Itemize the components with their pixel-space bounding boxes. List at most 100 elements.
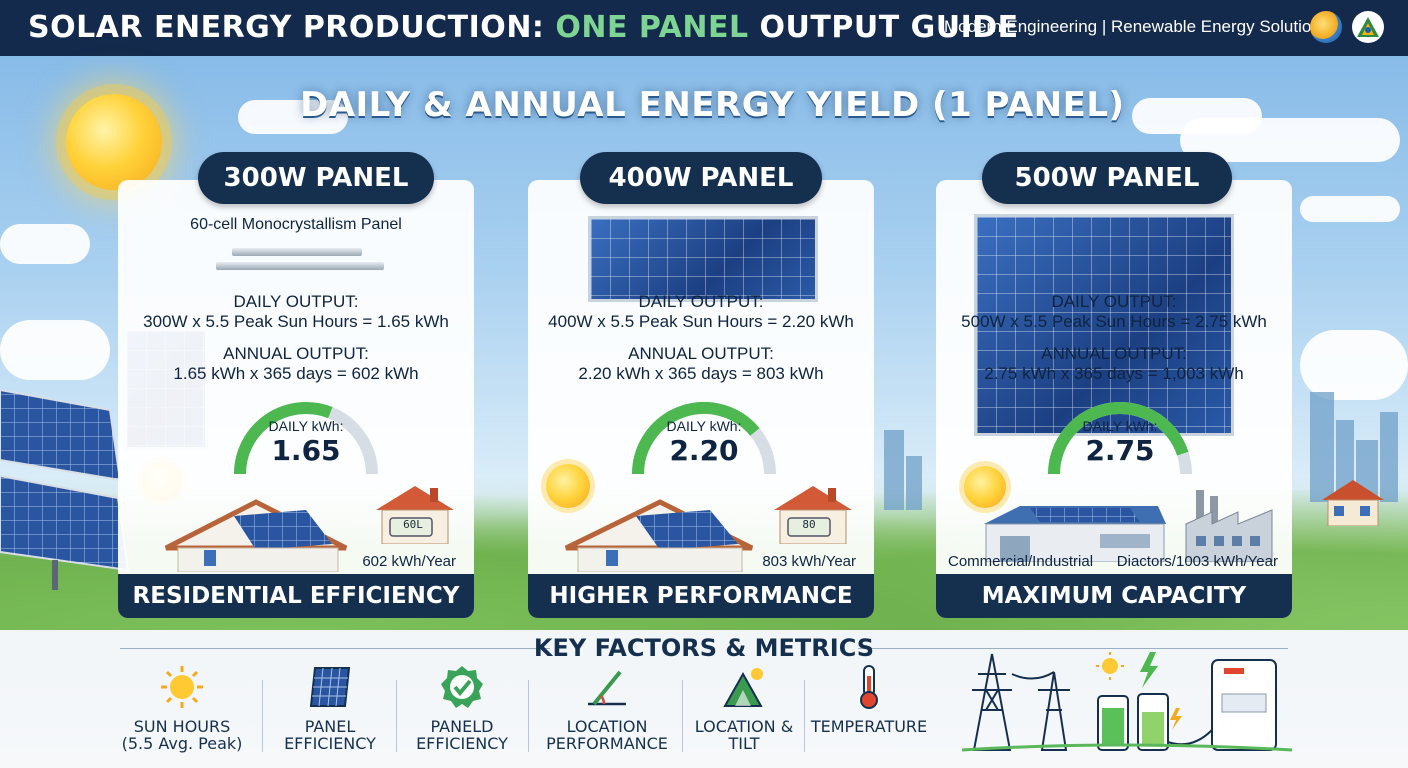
meter-readout: 80 <box>802 518 816 531</box>
daily-output-formula: 500W x 5.5 Peak Sun Hours = 2.75 kWh <box>961 312 1267 331</box>
vertical-divider <box>804 680 805 752</box>
solar-panel-icon <box>307 664 353 710</box>
building <box>906 456 922 510</box>
triangle-logo-icon <box>1352 11 1384 43</box>
thermometer-icon <box>846 664 892 710</box>
title-highlight: ONE PANEL <box>555 10 749 45</box>
sun-icon <box>964 466 1006 508</box>
cloud <box>238 100 348 134</box>
power-grid-battery-inverter-illustration <box>962 652 1292 752</box>
house-solar-roof-illustration <box>564 499 754 572</box>
large-solar-panel-illustration <box>974 214 1234 436</box>
card-500w: DAILY OUTPUT: 500W x 5.5 Peak Sun Hours … <box>936 180 1292 618</box>
factor-label: TEMPERATURE <box>810 717 928 736</box>
annual-output-formula: 2.75 kWh x 365 days = 1,003 kWh <box>984 364 1244 383</box>
gauge-arc <box>632 402 776 475</box>
cloud <box>0 224 90 264</box>
mountain-sun-icon <box>721 664 767 710</box>
daily-kwh-gauge: DAILY kWh: 2.20 <box>624 394 784 478</box>
card-300w: 60-cell Monocrystallism Panel DAILY OUTP… <box>118 180 474 618</box>
factor-location-tilt: LOCATION & TILT <box>688 664 800 764</box>
annual-output-formula: 2.20 kWh x 365 days = 803 kWh <box>578 364 824 383</box>
card-400w: DAILY OUTPUT: 400W x 5.5 Peak Sun Hours … <box>528 180 874 618</box>
vertical-divider <box>528 680 529 752</box>
title-part-2: OUTPUT GUIDE <box>748 10 1019 45</box>
daily-kwh-gauge: DAILY kWh: 2.75 <box>1040 394 1200 478</box>
cloud <box>1300 330 1408 400</box>
house-meter-illustration <box>774 486 852 544</box>
meter-readout: 60L <box>403 518 423 531</box>
factor-label: PANELD EFFICIENCY <box>416 717 508 753</box>
page-title: SOLAR ENERGY PRODUCTION: ONE PANEL OUTPU… <box>28 6 1019 50</box>
sun-icon <box>159 664 205 710</box>
factor-location-performance: LOCATION PERFORMANCE <box>538 664 676 764</box>
solar-panel-illustration <box>588 216 818 302</box>
header-bar: SOLAR ENERGY PRODUCTION: ONE PANEL OUTPU… <box>0 0 1408 56</box>
annual-output-formula: 1.65 kWh x 365 days = 602 kWh <box>173 364 419 383</box>
card-title: 300W PANEL <box>198 152 434 204</box>
gauge-value: 2.20 <box>669 434 739 467</box>
card-footer: RESIDENTIAL EFFICIENCY <box>118 574 474 618</box>
gauge-label: DAILY kWh: <box>666 418 742 434</box>
mounting-rail <box>216 262 384 270</box>
mounting-rail <box>232 248 362 256</box>
divider-line <box>858 648 1288 649</box>
commercial-building-illustration <box>984 506 1166 562</box>
daily-output-label: DAILY OUTPUT: <box>1051 292 1177 311</box>
big-sun-illustration <box>66 94 162 190</box>
annual-output-label: ANNUAL OUTPUT: <box>1041 344 1187 363</box>
factor-temperature: TEMPERATURE <box>810 664 928 764</box>
house-solar-roof-illustration <box>164 499 348 572</box>
factor-sun-hours: SUN HOURS (5.5 Avg. Peak) <box>120 664 244 764</box>
cloud <box>0 320 110 380</box>
daily-output-formula: 300W x 5.5 Peak Sun Hours = 1.65 kWh <box>143 312 449 331</box>
annual-output-label: ANNUAL OUTPUT: <box>628 344 774 363</box>
solar-array-illustration <box>0 388 130 590</box>
section-heading: DAILY & ANNUAL ENERGY YIELD (1 PANEL) <box>300 85 1125 125</box>
daily-output-label: DAILY OUTPUT: <box>233 292 359 311</box>
card-title: 500W PANEL <box>982 152 1232 204</box>
company-tagline: Modern Engineering | Renewable Energy So… <box>944 17 1330 36</box>
factory-illustration <box>1185 490 1273 562</box>
title-part-1: SOLAR ENERGY PRODUCTION: <box>28 10 556 45</box>
house-meter-illustration <box>376 486 454 544</box>
check-badge-icon <box>439 664 485 710</box>
sector-note: Commercial/Industrial <box>948 553 1094 570</box>
gauge-arc <box>1048 402 1192 475</box>
factor-label: SUN HOURS (5.5 Avg. Peak) <box>121 717 243 753</box>
vertical-divider <box>262 680 263 752</box>
yearly-output-note: 803 kWh/Year <box>762 553 856 570</box>
divider-line <box>120 648 550 649</box>
gauge-value: 1.65 <box>271 434 341 467</box>
tilt-angle-icon <box>584 664 630 710</box>
factor-paneld-efficiency: PANELD EFFICIENCY <box>404 664 520 764</box>
yearly-output-note: Diactors/1003 kWh/Year <box>1116 553 1278 570</box>
gauge-label: DAILY kWh: <box>268 418 344 434</box>
card-footer: MAXIMUM CAPACITY <box>936 574 1292 618</box>
factor-label: LOCATION PERFORMANCE <box>546 717 668 753</box>
building <box>884 430 904 510</box>
card-footer: HIGHER PERFORMANCE <box>528 574 874 618</box>
sun-icon <box>546 464 590 508</box>
daily-output-label: DAILY OUTPUT: <box>638 292 764 311</box>
vertical-divider <box>396 680 397 752</box>
daily-kwh-gauge: DAILY kWh: 1.65 <box>226 394 386 478</box>
gauge-label: DAILY kWh: <box>1082 418 1158 434</box>
building <box>1336 420 1354 502</box>
factor-panel-efficiency: PANEL EFFICIENCY <box>270 664 390 764</box>
gauge-value: 2.75 <box>1085 434 1155 467</box>
key-factors-title: KEY FACTORS & METRICS <box>533 634 875 662</box>
solar-logo-icon <box>1310 11 1342 43</box>
factor-label: PANEL EFFICIENCY <box>284 717 376 753</box>
vertical-divider <box>682 680 683 752</box>
building <box>1380 412 1398 502</box>
panel-subtitle: 60-cell Monocrystallism Panel <box>190 216 402 233</box>
gauge-arc <box>234 402 378 475</box>
card-title: 400W PANEL <box>580 152 822 204</box>
building <box>1310 392 1334 502</box>
yearly-output-note: 602 kWh/Year <box>362 553 456 570</box>
factor-label: LOCATION & TILT <box>694 717 794 753</box>
house-illustration <box>1322 480 1384 526</box>
annual-output-label: ANNUAL OUTPUT: <box>223 344 369 363</box>
cloud <box>1300 196 1400 222</box>
